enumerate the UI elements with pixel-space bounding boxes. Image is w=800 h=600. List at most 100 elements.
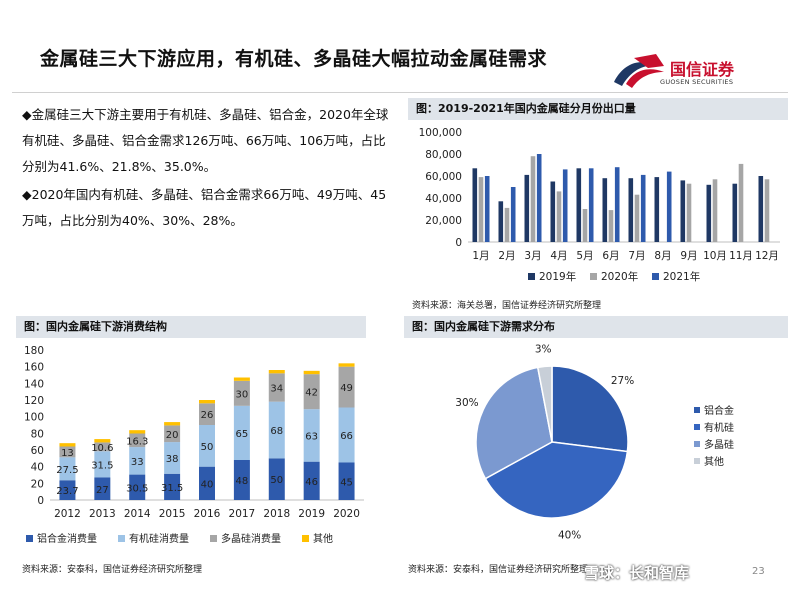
bar-2019年-12月 [758,176,764,242]
data-label: 40 [201,479,214,490]
legend-swatch [694,407,700,413]
pie-label: 3% [535,343,552,355]
x-tick-label: 12月 [755,250,779,262]
x-tick-label: 2014 [124,508,151,520]
legend-swatch [210,535,217,542]
x-tick-label: 9月 [680,250,697,262]
y-tick-label: 100 [24,412,44,424]
stack-铝合金消费量-2013 [94,477,111,500]
legend-label: 多晶硅消费量 [221,532,281,545]
data-label: 10.6 [91,443,113,454]
bar-2020年-12月 [764,179,770,242]
bar-2020年-10月 [712,179,718,242]
legend-swatch [694,458,700,464]
pie-slice-其他 [536,365,553,443]
export-bar-chart: 0 20,000 40,000 60,000 80,000 100,000 1月 2月 3月 4月… [419,127,780,283]
y-tick-label: 40 [31,462,44,474]
data-label: 46 [305,477,318,488]
stack-有机硅消费量-2018 [268,401,285,459]
x-tick-label: 7月 [628,250,645,262]
legend-label: 有机硅 [704,421,734,434]
bar-2019年-10月 [706,184,712,242]
data-label: 68 [270,426,283,437]
y-tick-label: 0 [37,495,44,507]
legend-label: 其他 [704,455,724,468]
summary-bullets: ◆金属硅三大下游主要用于有机硅、多晶硅、铝合金，2020年全球有机硅、多晶硅、铝… [22,102,392,234]
stack-有机硅消费量-2016 [199,425,215,467]
stack-多晶硅消费量-2015 [164,425,181,443]
stack-铝合金消费量-2015 [164,473,181,500]
legend-swatch [694,424,700,430]
x-tick-label: 11月 [729,250,753,262]
y-tick-label: 0 [455,237,462,249]
y-tick-label: 20 [31,478,44,490]
data-label: 63 [305,431,318,442]
stack-多晶硅消费量-2017 [233,380,250,406]
data-label: 50 [201,442,214,453]
stack-铝合金消费量-2016 [199,466,215,500]
data-label: 65 [236,429,249,440]
consumption-chart-source: 资料来源：安泰科，国信证券经济研究所整理 [22,565,203,575]
pie-slice-铝合金 [551,365,629,453]
x-tick-label: 2015 [159,508,186,520]
legend-swatch [694,441,700,447]
y-tick-label: 80,000 [425,149,462,161]
bar-2019年-5月 [576,168,582,242]
x-tick-label: 2018 [263,508,290,520]
stack-多晶硅消费量-2013 [94,442,111,452]
y-tick-label: 80 [31,428,44,440]
data-label: 50 [270,475,283,486]
y-tick-label: 160 [24,362,44,374]
export-chart-source: 资料来源：海关总署，国信证券经济研究所整理 [412,301,602,311]
y-tick-label: 20,000 [425,215,462,227]
y-tick-label: 60 [31,445,44,457]
bar-2021年-5月 [588,168,594,242]
data-label: 38 [166,454,179,465]
stack-有机硅消费量-2012 [59,457,76,481]
stack-多晶硅消费量-2016 [199,403,215,425]
bar-2020年-5月 [582,209,588,242]
stack-多晶硅消费量-2019 [303,374,320,410]
stack-有机硅消费量-2015 [164,442,181,474]
bar-2020年-11月 [738,163,744,242]
data-label: 16.3 [126,436,148,447]
stack-其他-2018 [268,370,285,374]
legend-swatch [652,273,659,280]
watermark: 雪球：长和智库 [584,564,690,582]
legend-label: 2020年 [601,270,638,283]
data-label: 31.5 [161,483,183,494]
bar-2020年-2月 [504,207,510,242]
bullet-2: ◆2020年国内有机硅、多晶硅、铝合金需求66万吨、49万吨、45万吨，占比分别… [22,187,387,228]
stack-有机硅消费量-2017 [233,405,250,460]
stack-铝合金消费量-2017 [233,460,250,500]
demand-pie-title: 图：国内金属硅下游需求分布 [404,316,788,338]
y-tick-label: 60,000 [425,171,462,183]
bar-2019年-8月 [654,177,660,242]
stack-有机硅消费量-2013 [94,451,111,478]
pie-label: 40% [558,529,581,541]
header-divider [12,92,788,93]
bar-2019年-4月 [550,181,556,242]
consumption-stacked-chart: 0 20 40 60 80 100 120 140 160 180 2012 23.7 27.5 13 20… [24,345,364,545]
x-tick-label: 3月 [524,250,541,262]
bar-2019年-6月 [602,178,608,242]
stack-多晶硅消费量-2020 [338,366,355,408]
legend-label: 2019年 [539,270,576,283]
x-tick-label: 2019 [298,508,325,520]
stack-多晶硅消费量-2014 [129,433,146,448]
legend-label: 其他 [313,532,333,545]
legend-label: 铝合金消费量 [37,532,97,545]
bar-2019年-11月 [732,183,738,242]
bar-2021年-2月 [510,187,516,242]
data-label: 42 [305,388,318,399]
pie-slice-多晶硅 [475,366,553,480]
stack-其他-2017 [233,377,250,381]
guosen-logo-icon [614,54,664,88]
pie-label: 27% [611,375,634,387]
x-tick-label: 8月 [654,250,671,262]
legend-swatch [528,273,535,280]
stack-多晶硅消费量-2018 [268,373,285,402]
data-label: 23.7 [56,486,78,497]
data-label: 26 [201,410,214,421]
x-tick-label: 2016 [194,508,221,520]
